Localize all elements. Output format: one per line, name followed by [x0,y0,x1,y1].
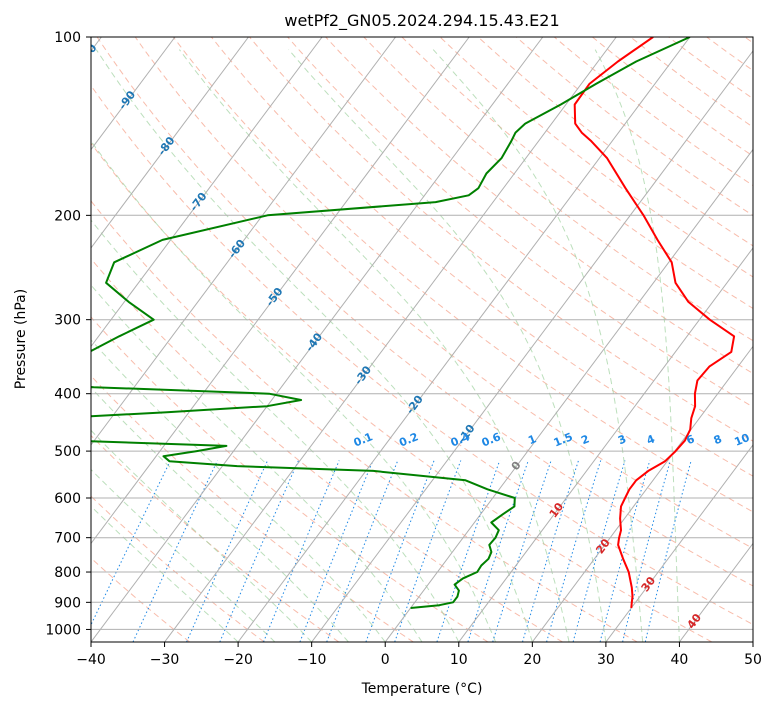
y-tick-label: 200 [54,208,81,224]
dry-adiabat [515,37,753,217]
isotherm-line [531,345,753,642]
x-tick-label: 30 [597,652,615,668]
dry-adiabat [287,37,753,408]
y-tick-label: 500 [54,444,81,460]
isotherm-line [384,148,753,642]
y-tick-label: 600 [54,491,81,507]
moist-adiabat [91,140,497,642]
moist-adiabat [178,49,570,642]
mixing-ratio-line [132,460,218,642]
x-tick-label: −10 [297,652,327,668]
moist-adiabat [91,339,386,642]
isotherm-line [458,247,753,642]
x-tick-label: −20 [223,652,253,668]
isotherm-line [91,37,544,642]
x-tick-label: 40 [671,652,689,668]
dry-adiabat [91,257,563,642]
sounding-profiles [91,37,736,609]
x-tick-label: 10 [450,652,468,668]
mixing-ratio-label: 10 [732,431,751,449]
mixing-ratio-line [91,460,171,626]
mixing-ratio-line [365,460,435,642]
mixing-ratio-label: 1 [526,432,538,447]
dry-adiabat [439,37,753,278]
x-tick-label: −40 [76,652,106,668]
dry-adiabat [363,37,753,342]
mixing-ratio-label: 2 [579,432,591,447]
mixing-ratio-line [263,460,340,642]
chart-title: wetPf2_GN05.2024.294.15.43.E21 [284,11,559,31]
x-tick-label: −30 [150,652,180,668]
dry-adiabat [91,375,414,642]
mixing-ratio-line [326,460,399,642]
isotherm-line [91,37,323,348]
moist-adiabat [288,49,607,642]
y-tick-label: 900 [54,595,81,611]
y-tick-label: 800 [54,565,81,581]
moist-adiabat [91,505,239,642]
moist-adiabat [91,429,313,642]
isotherm-line [311,50,753,642]
plot-frame [90,36,754,643]
dry-adiabat [477,37,753,247]
moist-adiabat [91,468,276,642]
mixing-ratio-line [622,460,671,642]
y-tick-label: 100 [54,30,81,46]
moist-adiabat [432,49,644,642]
y-axis-label: Pressure (hPa) [13,289,29,389]
moist-adiabat [95,49,533,642]
mixing-ratio-line [219,460,299,642]
dry-adiabat [91,84,753,626]
dry-adiabat [325,37,753,375]
moist-adiabat [91,219,460,642]
isotherm-line [91,37,176,151]
background-lines [91,37,753,642]
y-tick-label: 400 [54,387,81,403]
dry-adiabat [249,37,753,442]
y-tick-label: 700 [54,531,81,547]
isotherm-line [91,37,470,545]
isotherm-line [164,37,617,642]
isotherm-line [91,37,249,249]
dry-adiabat [134,37,753,550]
dry-adiabat [91,495,265,642]
axis-ticks: −40 −30 −20 −10 0 10 20 30 40 50 100 200 300 400 500 60… [45,30,762,668]
mixing-ratio-line [186,460,269,642]
dry-adiabat [172,37,753,513]
isotherm-line [752,641,753,642]
temperature-profile-line [573,37,736,609]
isotherm-line [605,444,753,642]
mixing-ratio-line [644,460,692,642]
x-tick-label: 50 [744,652,762,668]
mixing-ratio-label: 3 [616,432,628,447]
dry-adiabat [96,37,753,587]
plot-background [91,37,753,642]
dry-adiabat [91,200,638,642]
isotherm-line [91,37,397,446]
mixing-ratio-label: 8 [712,432,724,447]
x-tick-label: 20 [523,652,541,668]
mixing-ratio-line [572,460,626,642]
x-tick-label: 0 [381,652,390,668]
mixing-ratio-line [299,460,374,642]
moist-adiabat [594,49,680,642]
mixing-ratio-line [599,460,651,642]
x-axis-label: Temperature (°C) [361,681,483,697]
dewpoint-profile-line [91,37,691,609]
moist-adiabat [91,284,423,642]
y-tick-label: 300 [54,313,81,329]
isotherm-line [237,37,691,642]
mixing-ratio-label: 13 [759,431,775,449]
mixing-ratio-line [394,460,462,642]
dry-adiabat [91,142,713,642]
y-tick-label: 1000 [45,622,81,638]
